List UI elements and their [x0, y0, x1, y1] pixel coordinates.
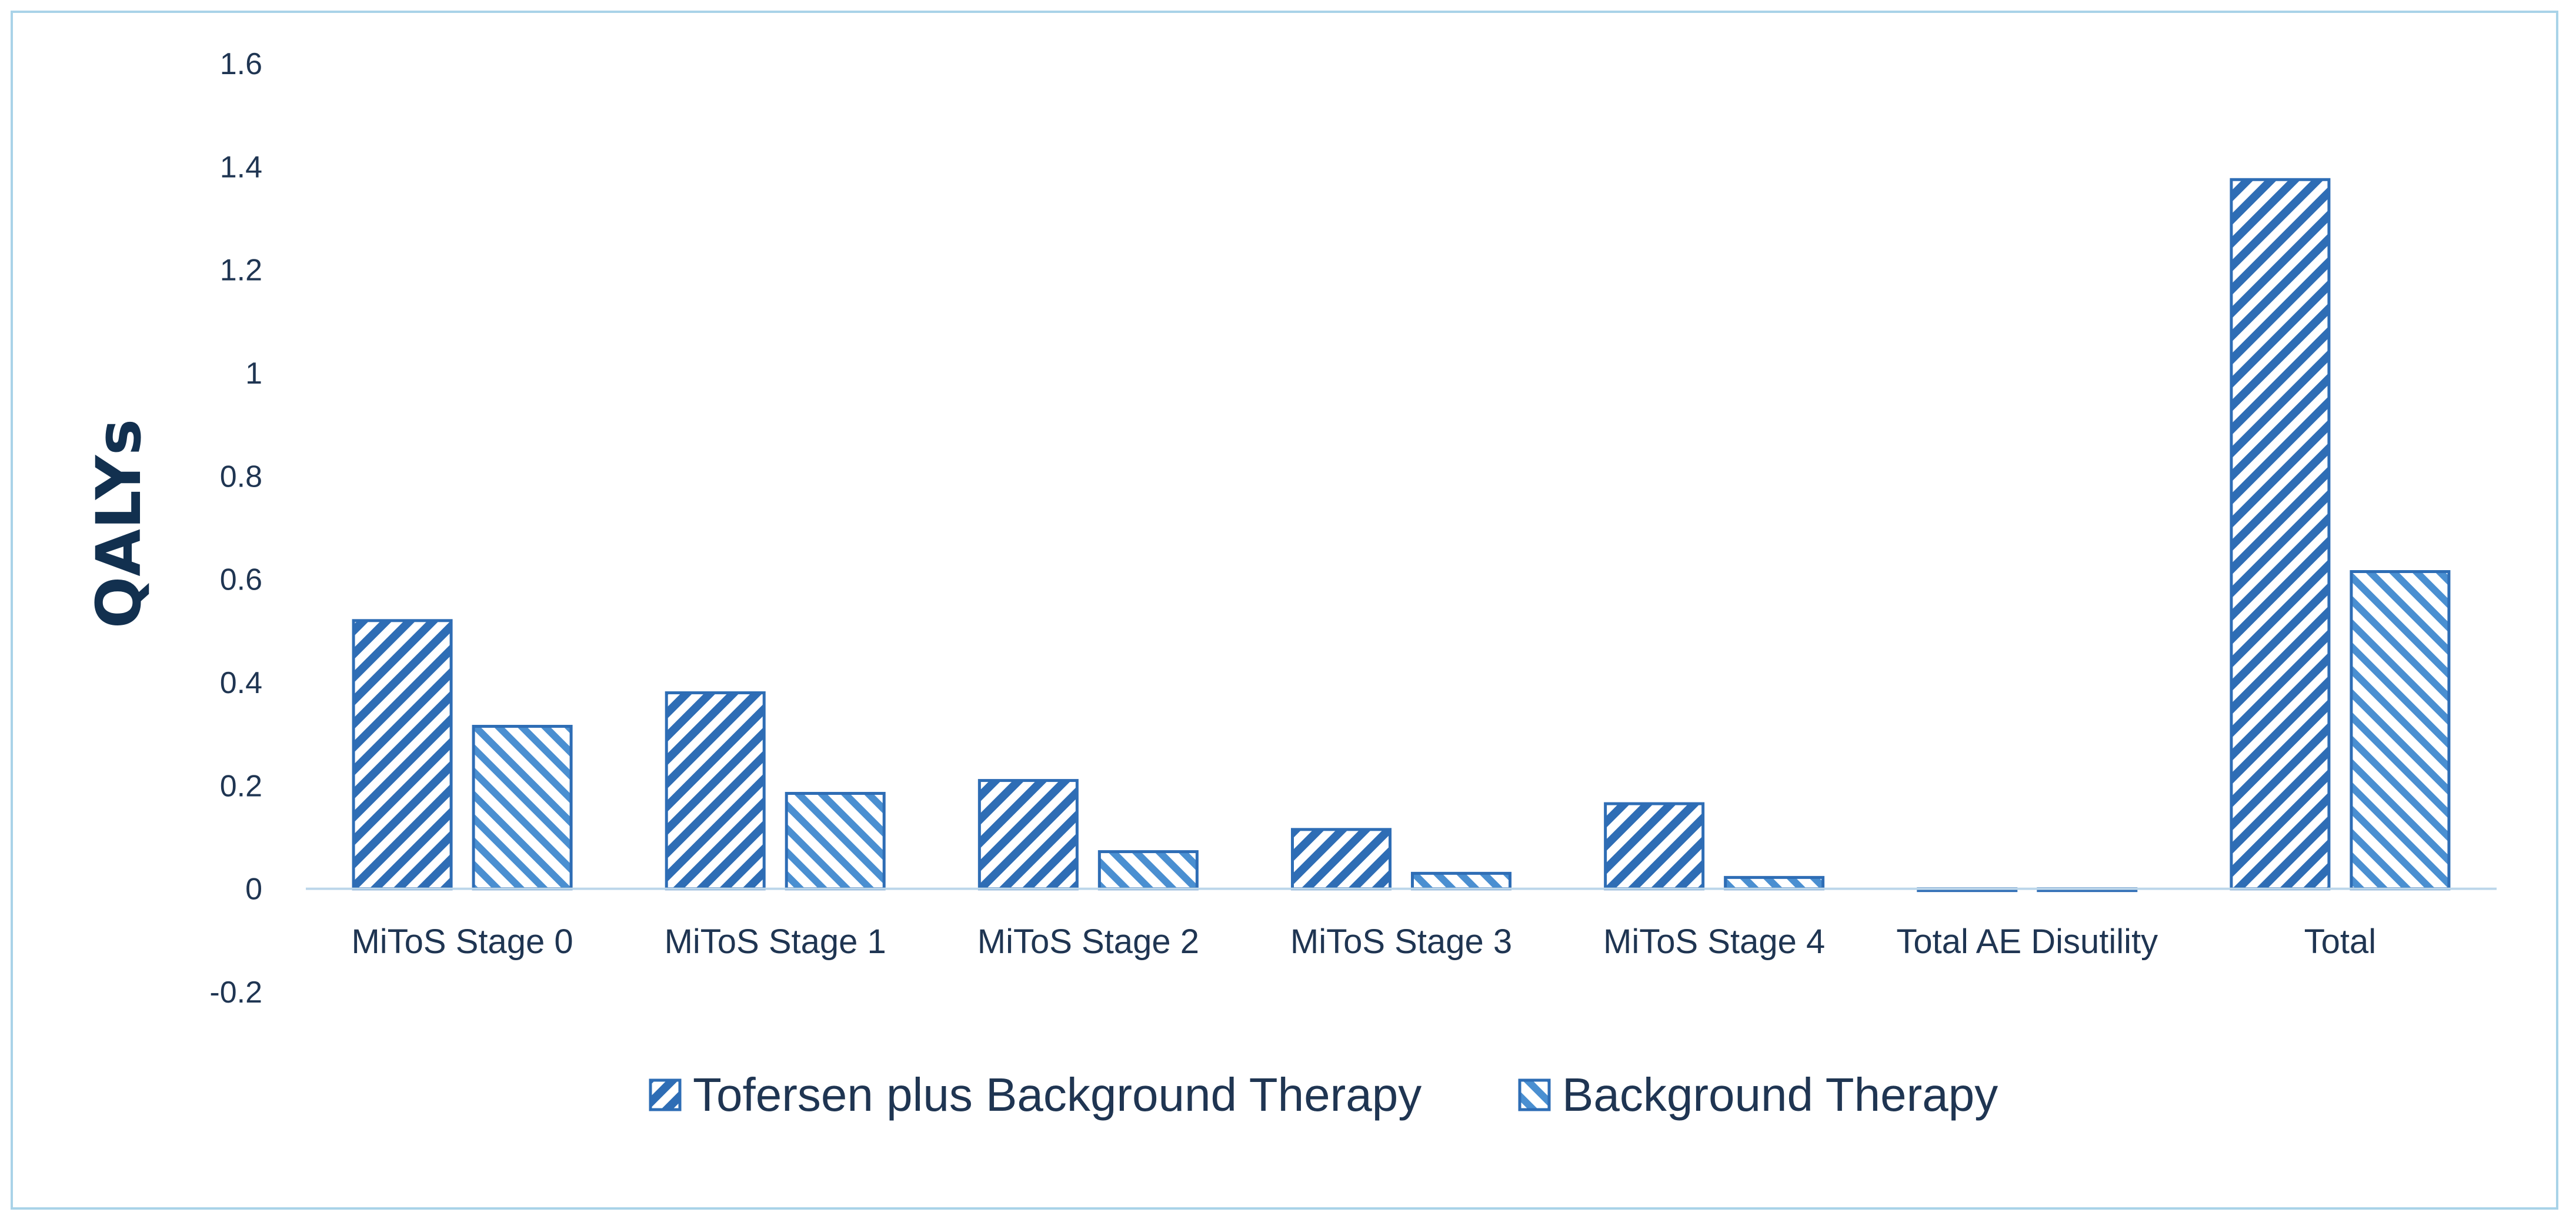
y-tick-label: 0 — [245, 873, 262, 907]
x-category-label: Total AE Disutility — [1896, 923, 2158, 961]
x-category-label: Total — [2304, 923, 2377, 961]
legend-swatch-tofersen — [649, 1078, 682, 1111]
bar-background-4 — [1724, 875, 1825, 891]
y-tick-label: 0.6 — [220, 563, 262, 597]
x-axis: MiToS Stage 0 MiToS Stage 1 MiToS Stage 2 M… — [351, 923, 2376, 961]
bar-tofersen-6 — [2230, 178, 2331, 891]
legend-swatch-background — [1518, 1078, 1551, 1111]
bar-background-2 — [1097, 850, 1199, 891]
bar-tofersen-4 — [1604, 802, 1705, 891]
bar-tofersen-2 — [977, 779, 1079, 891]
legend-item-background[interactable]: Background Therapy — [1518, 1068, 1998, 1121]
bars-group — [352, 178, 2451, 893]
bar-tofersen-0 — [352, 619, 453, 891]
x-category-label: MiToS Stage 3 — [1290, 923, 1512, 961]
chart-frame — [11, 11, 2558, 1210]
x-category-label: MiToS Stage 4 — [1603, 923, 1825, 961]
bar-tofersen-1 — [665, 691, 766, 891]
x-category-label: MiToS Stage 0 — [351, 923, 573, 961]
y-tick-label: -0.2 — [209, 975, 262, 1010]
legend-label-background: Background Therapy — [1562, 1068, 1998, 1121]
legend: Tofersen plus Background Therapy Backgro… — [649, 1068, 1998, 1121]
bar-background-6 — [2350, 570, 2451, 891]
y-tick-label: 0.4 — [220, 666, 262, 700]
y-tick-label: 0.2 — [220, 769, 262, 803]
bar-background-0 — [472, 725, 573, 891]
x-category-label: MiToS Stage 2 — [977, 923, 1199, 961]
y-tick-label: 1.4 — [220, 150, 262, 184]
bar-background-3 — [1411, 871, 1511, 891]
y-tick-label: 1 — [245, 357, 262, 391]
y-tick-label: 1.2 — [220, 254, 262, 288]
y-axis: -0.2 0 0.2 0.4 0.6 0.8 1 1.2 1.4 1.6 — [209, 47, 262, 1010]
y-axis-title: QALYs — [83, 419, 155, 628]
y-tick-label: 0.8 — [220, 460, 262, 494]
legend-label-tofersen: Tofersen plus Background Therapy — [693, 1068, 1422, 1121]
y-tick-label: 1.6 — [220, 47, 262, 81]
bar-tofersen-3 — [1291, 828, 1392, 891]
legend-item-tofersen[interactable]: Tofersen plus Background Therapy — [649, 1068, 1422, 1121]
bar-background-1 — [785, 791, 886, 891]
x-category-label: MiToS Stage 1 — [665, 923, 886, 961]
